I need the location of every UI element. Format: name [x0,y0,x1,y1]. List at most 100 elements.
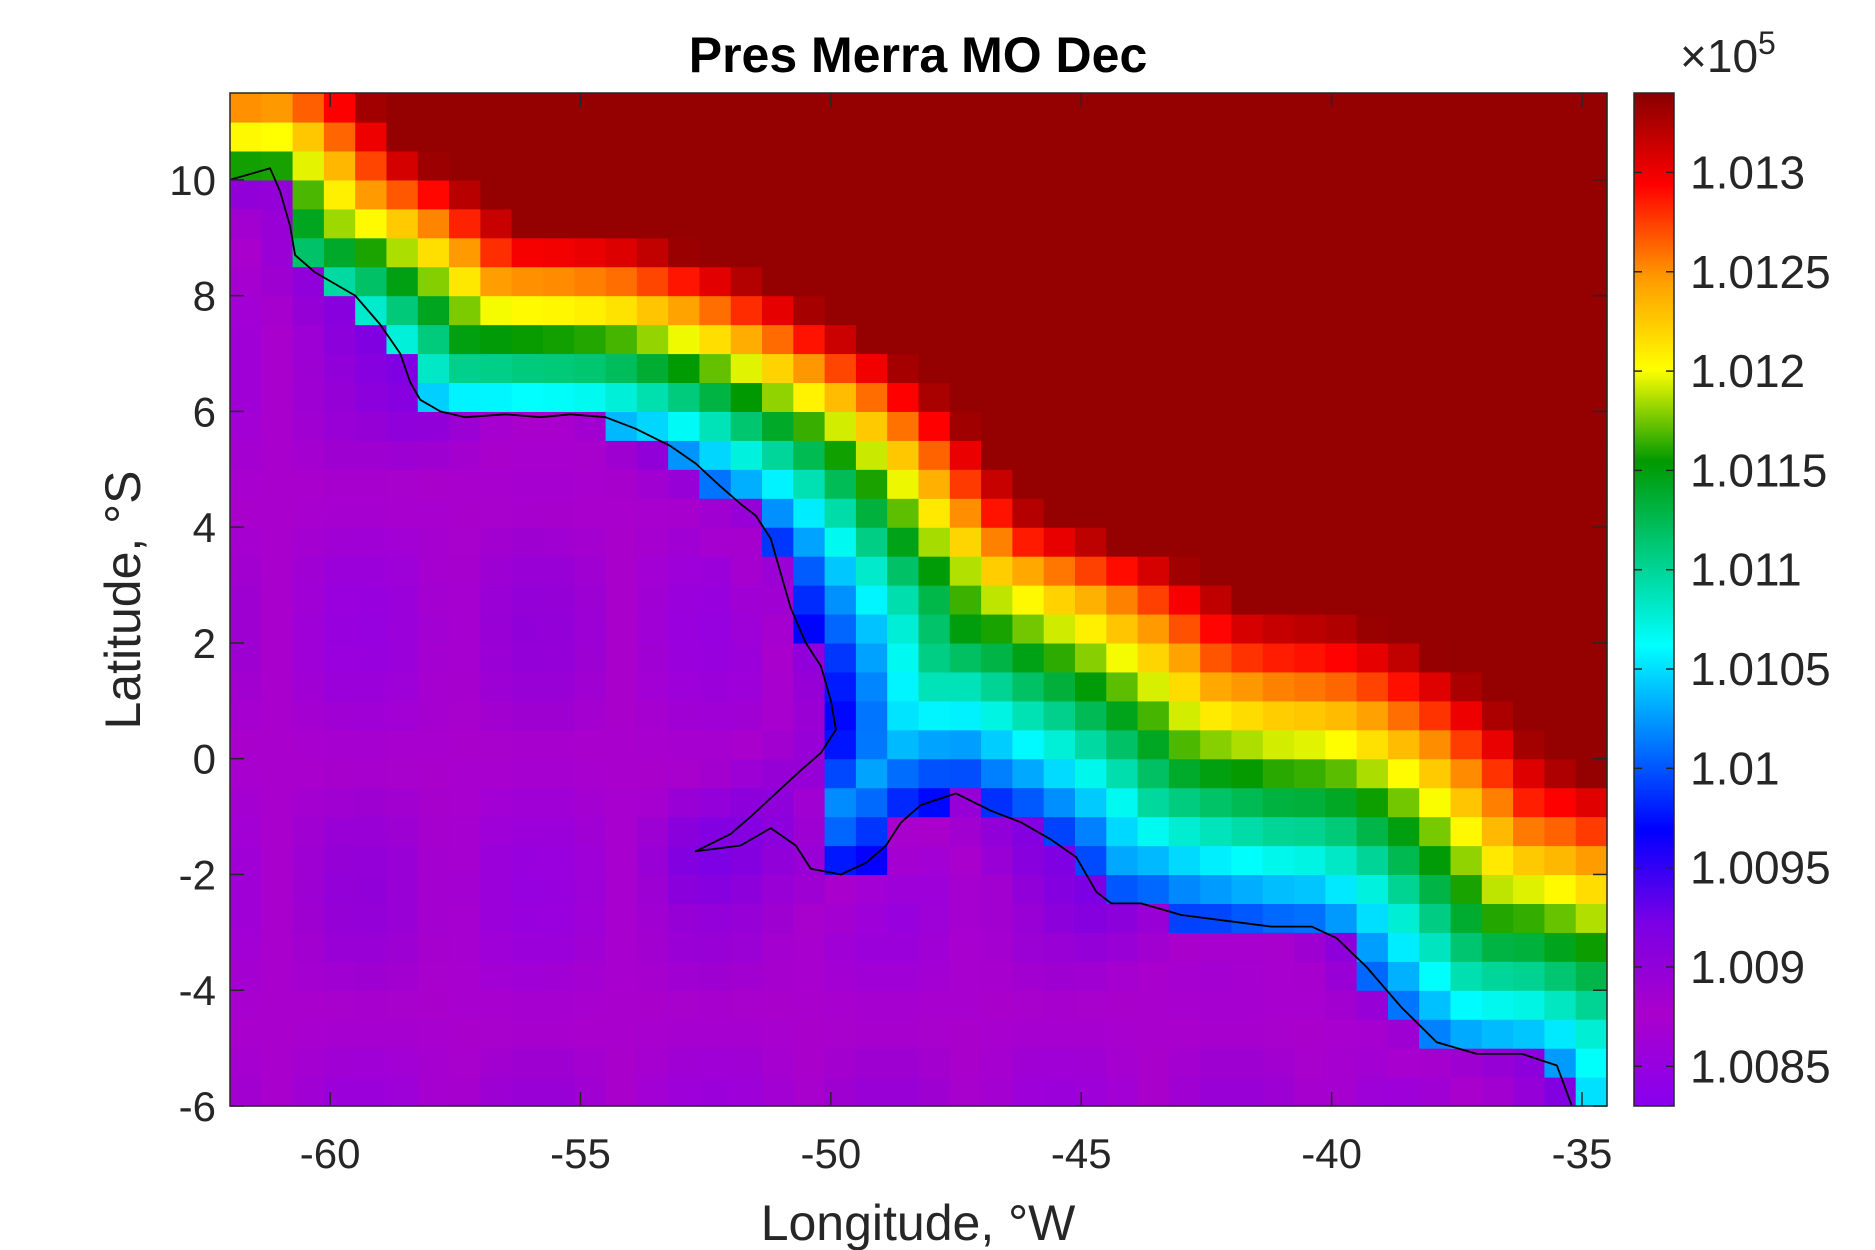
heatmap-cell [1419,932,1452,962]
heatmap-cell [230,266,262,297]
heatmap-cell [1481,845,1514,876]
heatmap-cell [1231,411,1264,441]
heatmap-cell [1450,903,1483,933]
heatmap-cell [1513,93,1546,123]
heatmap-cell [1231,237,1264,268]
heatmap-cell [887,150,920,181]
heatmap-cell [386,150,419,181]
heatmap-cell [1074,266,1107,297]
heatmap-cell [386,498,419,528]
heatmap-cell [1325,353,1358,384]
heatmap-cell [480,671,513,702]
heatmap-cell [668,121,701,152]
heatmap-cell [918,729,951,760]
heatmap-cell [1168,353,1201,384]
heatmap-cell [1387,613,1420,644]
heatmap-cell [1168,961,1201,991]
heatmap-cell [918,758,951,789]
heatmap-cell [261,874,294,904]
heatmap-cell [1012,324,1045,355]
heatmap-cell [1074,990,1107,1020]
heatmap-cell [949,150,982,181]
heatmap-cell [1294,469,1326,499]
heatmap-cell [1481,469,1514,499]
colorbar-tick-label: 1.0105 [1690,643,1831,695]
heatmap-cell [1450,266,1483,297]
heatmap-cell [636,93,669,123]
heatmap-cell [918,1019,951,1049]
heatmap-cell [1074,353,1107,384]
heatmap-cell [981,642,1013,673]
heatmap-cell [355,613,388,644]
heatmap-cell [1106,237,1139,268]
heatmap-cell [668,845,701,876]
heatmap-cell [730,179,763,210]
heatmap-cell [1231,93,1264,123]
heatmap-cell [636,1077,669,1107]
heatmap-cell [1544,932,1577,962]
heatmap-cell [1544,613,1577,644]
heatmap-cell [636,1019,669,1049]
heatmap-cell [1231,556,1264,586]
heatmap-cell [605,671,638,702]
x-tick-label: -60 [300,1130,361,1177]
heatmap-cell [261,642,294,673]
heatmap-cell [1043,208,1076,239]
heatmap-cell [855,469,888,499]
heatmap-cell [386,961,419,991]
heatmap-cell [292,729,325,760]
heatmap-cell [918,353,951,384]
heatmap-cell [730,237,763,268]
heatmap-cell [1450,816,1483,847]
heatmap-cell [323,295,356,326]
heatmap-cell [1168,295,1201,326]
heatmap-cell [1481,440,1514,470]
heatmap-cell [887,874,920,904]
heatmap-cell [292,932,325,962]
heatmap-cell [1419,440,1452,470]
heatmap-cell [323,266,356,297]
heatmap-cell [1231,845,1264,876]
heatmap-cell [417,498,450,528]
heatmap-cell [230,527,262,557]
heatmap-cell [824,845,857,876]
heatmap-cell [1137,932,1170,962]
heatmap-cell [1513,382,1546,412]
heatmap-cell [1231,1019,1264,1049]
heatmap-cell [1294,440,1326,470]
heatmap-cell [417,642,450,673]
heatmap-cell [1513,1048,1546,1078]
heatmap-cell [323,382,356,412]
heatmap-cell [1325,527,1358,557]
heatmap-cell [511,556,544,586]
heatmap-cell [636,295,669,326]
heatmap-cell [699,411,732,441]
heatmap-cell [323,93,356,123]
heatmap-cell [1043,700,1076,731]
heatmap-cell [261,990,294,1020]
heatmap-cell [261,816,294,847]
heatmap-cell [292,440,325,470]
heatmap-cell [1074,179,1107,210]
heatmap-cell [1262,932,1295,962]
heatmap-cell [730,613,763,644]
heatmap-cell [1450,845,1483,876]
heatmap-cell [1387,295,1420,326]
heatmap-cell [1231,816,1264,847]
heatmap-cell [1387,556,1420,586]
heatmap-cell [1481,411,1514,441]
heatmap-cell [1575,1019,1608,1049]
heatmap-cell [636,440,669,470]
heatmap-cell [668,266,701,297]
colorbar-tick-label: 1.01 [1690,742,1780,794]
heatmap-cell [261,527,294,557]
heatmap-cell [699,324,732,355]
heatmap-cell [1012,729,1045,760]
heatmap-cell [1168,903,1201,933]
heatmap-cell [636,527,669,557]
heatmap-cell [668,353,701,384]
heatmap-cell [1262,961,1295,991]
heatmap-cell [1387,816,1420,847]
heatmap-cell [1262,613,1295,644]
heatmap-cell [1231,1077,1264,1107]
